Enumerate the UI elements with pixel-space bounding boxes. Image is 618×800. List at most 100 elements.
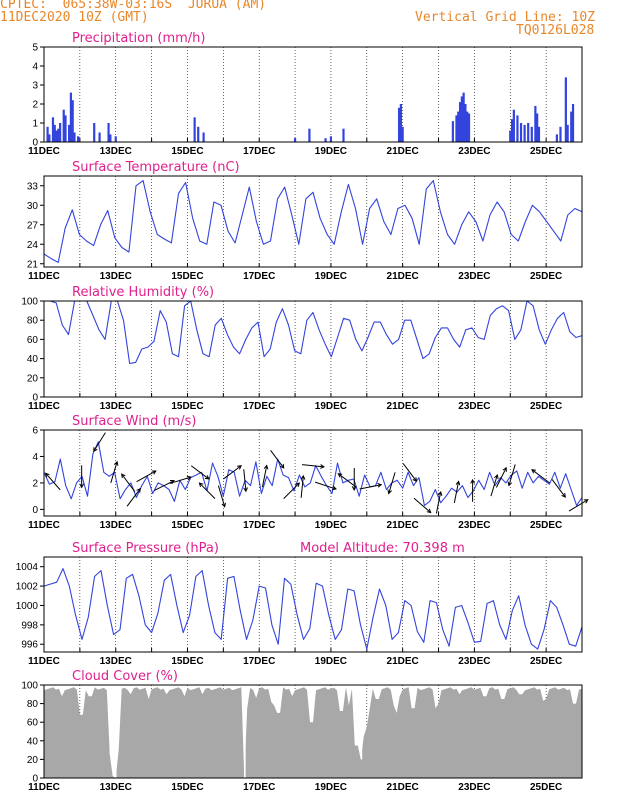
header-code: TQ0126L028 — [516, 23, 595, 38]
x-tick-label: 17DEC — [243, 401, 275, 412]
wind-arrow — [387, 472, 396, 495]
y-tick-label: 21 — [27, 259, 39, 270]
panel-frame — [43, 556, 583, 653]
y-tick-label: 0 — [32, 393, 38, 404]
wind-arrow — [110, 460, 119, 484]
precip-bar — [523, 124, 526, 142]
y-tick-label: 40 — [27, 736, 39, 747]
x-tick-label: 13DEC — [100, 656, 132, 667]
panel-frame — [43, 46, 583, 143]
cloud-gap — [114, 685, 117, 778]
precip-bar — [64, 115, 67, 142]
series-line — [43, 180, 583, 263]
precip-bar — [564, 77, 567, 142]
wind-arrow — [198, 482, 216, 499]
x-tick-label: 11DEC — [28, 656, 60, 667]
panel-0: Precipitation (mm/h) 0 1 2 3 4 5 11DEC 13DEC 15DE… — [28, 31, 583, 157]
x-tick-label: 17DEC — [243, 271, 275, 282]
x-tick-label: 23DEC — [458, 271, 490, 282]
precip-bar — [455, 115, 458, 142]
y-tick-label: 5 — [32, 43, 38, 54]
x-tick-label: 21DEC — [387, 401, 419, 412]
x-tick-label: 25DEC — [530, 782, 562, 793]
x-tick-label: 13DEC — [100, 146, 132, 157]
x-tick-label: 23DEC — [458, 146, 490, 157]
y-tick-label: 0 — [32, 138, 38, 149]
precip-bar — [71, 100, 74, 142]
y-tick-label: 20 — [27, 755, 39, 766]
x-tick-label: 15DEC — [171, 656, 203, 667]
y-tick-label: 4 — [32, 62, 38, 73]
wind-arrow — [223, 465, 242, 480]
precip-bar — [68, 124, 71, 142]
precip-bar — [397, 107, 401, 142]
wind-arrow — [270, 450, 285, 469]
panel-title: Surface Pressure (hPa) — [72, 541, 219, 556]
panel-title: Surface Wind (m/s) — [72, 414, 196, 429]
wind-arrow — [568, 499, 589, 512]
precip-bar — [519, 123, 523, 142]
cloud-area — [44, 687, 582, 778]
x-tick-label: 11DEC — [28, 401, 60, 412]
precip-bar — [93, 123, 96, 142]
cloud-gap — [113, 685, 115, 777]
x-tick-label: 15DEC — [171, 271, 203, 282]
x-tick-label: 17DEC — [243, 782, 275, 793]
y-tick-label: 2 — [32, 100, 38, 111]
precip-bar — [462, 92, 465, 142]
precip-bar — [197, 126, 200, 142]
series-line — [43, 568, 583, 650]
precip-bar — [460, 96, 463, 142]
wind-arrow — [190, 465, 210, 480]
precip-bar — [193, 117, 196, 142]
wind-arrow — [45, 472, 61, 491]
precip-bar — [457, 111, 460, 142]
y-tick-label: 998 — [21, 620, 38, 631]
wind-arrow — [243, 469, 248, 493]
x-tick-label: 13DEC — [100, 271, 132, 282]
y-tick-label: 1002 — [16, 582, 39, 593]
precip-bar — [399, 104, 402, 142]
precip-bar — [76, 136, 80, 142]
cloud-gap — [360, 685, 363, 760]
x-tick-label: 25DEC — [530, 656, 562, 667]
cloud-gap — [116, 685, 119, 751]
precip-bar — [510, 119, 514, 142]
y-tick-label: 1000 — [16, 601, 39, 612]
panel-frame — [43, 175, 583, 268]
precip-bar — [536, 113, 539, 142]
precip-bar — [530, 126, 533, 142]
wind-arrow — [300, 474, 306, 498]
x-tick-label: 13DEC — [100, 520, 132, 531]
x-tick-label: 11DEC — [28, 782, 60, 793]
precip-bar — [59, 123, 62, 142]
y-tick-label: 0 — [32, 774, 38, 785]
precip-bar — [464, 104, 467, 142]
x-tick-label: 19DEC — [315, 401, 347, 412]
x-tick-label: 17DEC — [243, 656, 275, 667]
precip-bar — [55, 130, 58, 142]
wind-arrow — [93, 432, 106, 453]
wind-arrow — [351, 467, 357, 492]
precip-bar — [329, 136, 333, 142]
wind-arrow — [402, 463, 418, 482]
x-tick-label: 11DEC — [28, 520, 60, 531]
panel-frame — [43, 300, 583, 398]
x-tick-label: 15DEC — [171, 146, 203, 157]
x-tick-label: 17DEC — [243, 146, 275, 157]
header-grid-note: Vertical Grid Line: 10Z — [415, 10, 596, 25]
x-tick-label: 23DEC — [458, 782, 490, 793]
x-tick-label: 23DEC — [458, 656, 490, 667]
y-tick-label: 0 — [32, 505, 38, 516]
wind-arrow — [413, 497, 432, 514]
x-tick-label: 19DEC — [315, 146, 347, 157]
precip-bar — [107, 123, 110, 142]
precip-bar — [53, 124, 56, 142]
precip-bar — [566, 124, 569, 142]
precip-bar — [324, 138, 327, 142]
wind-arrow — [531, 469, 550, 484]
x-tick-label: 13DEC — [100, 782, 132, 793]
precip-bar — [512, 109, 515, 142]
precip-bar — [401, 126, 404, 142]
precip-bar — [451, 121, 454, 142]
